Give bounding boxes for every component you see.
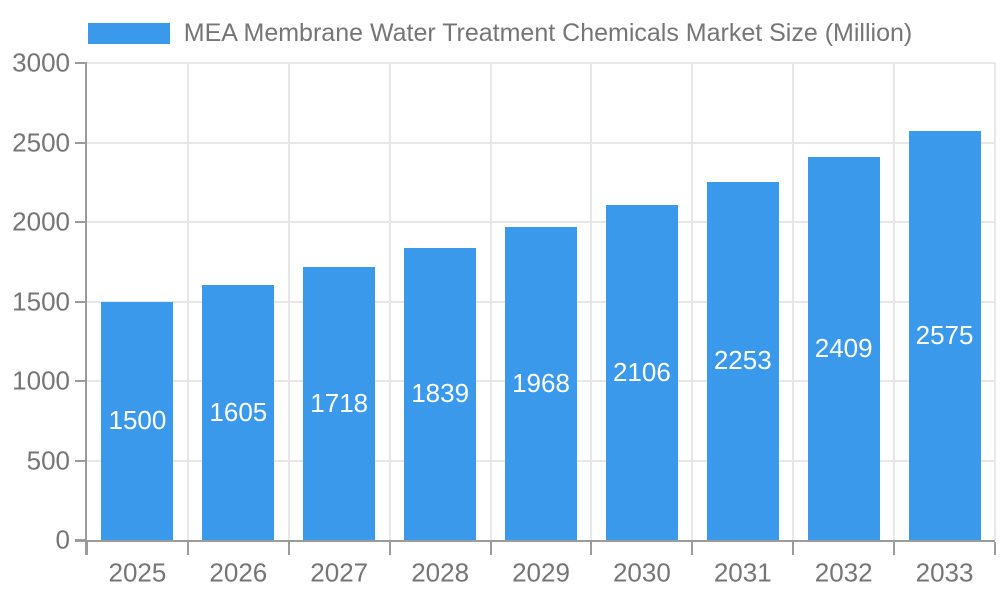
y-axis-line bbox=[85, 63, 87, 555]
gridline-vertical bbox=[590, 63, 593, 540]
gridline-horizontal bbox=[87, 141, 995, 144]
gridline-vertical bbox=[287, 63, 290, 540]
gridline-vertical bbox=[893, 63, 896, 540]
bar-value-label: 1718 bbox=[310, 387, 369, 418]
x-axis-tick bbox=[86, 542, 88, 555]
bar-2032[interactable]: 2409 bbox=[807, 156, 880, 540]
bar-value-label: 1500 bbox=[108, 405, 167, 436]
x-axis-tick bbox=[388, 542, 391, 555]
y-axis-label: 2000 bbox=[12, 206, 70, 237]
x-axis-label: 2027 bbox=[310, 557, 369, 588]
bar-2033[interactable]: 2575 bbox=[908, 130, 981, 540]
x-axis-tick bbox=[893, 542, 896, 555]
y-axis-tick bbox=[75, 62, 87, 64]
gridline-horizontal bbox=[87, 221, 995, 223]
y-axis-tick bbox=[75, 459, 87, 462]
y-axis-label: 1000 bbox=[12, 365, 70, 396]
gridline-vertical bbox=[994, 63, 996, 540]
x-axis-label: 2025 bbox=[108, 557, 167, 588]
bar-2029[interactable]: 1968 bbox=[505, 227, 577, 540]
y-axis-label: 500 bbox=[26, 445, 70, 475]
legend[interactable]: MEA Membrane Water Treatment Chemicals M… bbox=[0, 12, 1000, 54]
x-axis-tick bbox=[186, 542, 189, 555]
gridline-vertical bbox=[388, 63, 391, 540]
bar-value-label: 2575 bbox=[915, 319, 974, 350]
x-axis-label: 2026 bbox=[209, 557, 268, 588]
bar-value-label: 2253 bbox=[713, 345, 772, 376]
bar-2026[interactable]: 1605 bbox=[202, 284, 275, 540]
bar-2025[interactable]: 1500 bbox=[101, 301, 174, 540]
bar-value-label: 2409 bbox=[814, 332, 873, 363]
y-axis-label: 2500 bbox=[12, 127, 70, 157]
y-axis-tick bbox=[75, 141, 87, 144]
x-axis-label: 2033 bbox=[915, 557, 974, 588]
gridline-vertical bbox=[691, 63, 694, 540]
x-axis-tick bbox=[691, 542, 694, 555]
x-axis-tick bbox=[994, 542, 996, 555]
bar-2028[interactable]: 1839 bbox=[404, 247, 477, 540]
y-axis-label: 0 bbox=[55, 524, 70, 555]
y-axis-tick bbox=[75, 539, 87, 541]
bar-value-label: 1839 bbox=[411, 378, 470, 409]
bar-2027[interactable]: 1718 bbox=[303, 266, 376, 540]
gridline-vertical bbox=[489, 63, 492, 540]
y-axis-label: 1500 bbox=[12, 286, 70, 316]
x-axis-tick bbox=[287, 542, 290, 555]
y-axis-tick bbox=[75, 300, 87, 303]
x-axis-label: 2028 bbox=[411, 557, 470, 588]
x-axis-label: 2029 bbox=[512, 557, 570, 588]
bar-value-label: 1605 bbox=[209, 396, 268, 427]
y-axis-label: 3000 bbox=[12, 47, 70, 78]
y-axis-tick bbox=[75, 221, 87, 223]
y-axis-labels: 0 500 1000 1500 2000 2500 3000 bbox=[0, 0, 70, 600]
x-axis-label: 2030 bbox=[612, 557, 671, 588]
plot-area: 1500 1605 1718 1839 1968 2106 2253 2409 2575 bbox=[75, 62, 996, 555]
x-axis-label: 2032 bbox=[814, 557, 873, 588]
x-axis-tick bbox=[590, 542, 593, 555]
x-axis-tick bbox=[489, 542, 492, 555]
gridline-horizontal bbox=[87, 62, 995, 64]
gridline-vertical bbox=[792, 63, 795, 540]
legend-label: MEA Membrane Water Treatment Chemicals M… bbox=[183, 18, 913, 47]
x-axis-tick bbox=[792, 542, 795, 555]
bar-2031[interactable]: 2253 bbox=[706, 181, 779, 540]
bar-value-label: 1968 bbox=[512, 368, 570, 399]
bar-value-label: 2106 bbox=[612, 357, 671, 388]
x-axis-line bbox=[75, 540, 995, 542]
gridline-vertical bbox=[186, 63, 189, 540]
legend-swatch[interactable] bbox=[87, 22, 170, 44]
bar-2030[interactable]: 2106 bbox=[605, 205, 678, 540]
x-axis-label: 2031 bbox=[713, 557, 772, 588]
y-axis-tick bbox=[75, 380, 87, 382]
